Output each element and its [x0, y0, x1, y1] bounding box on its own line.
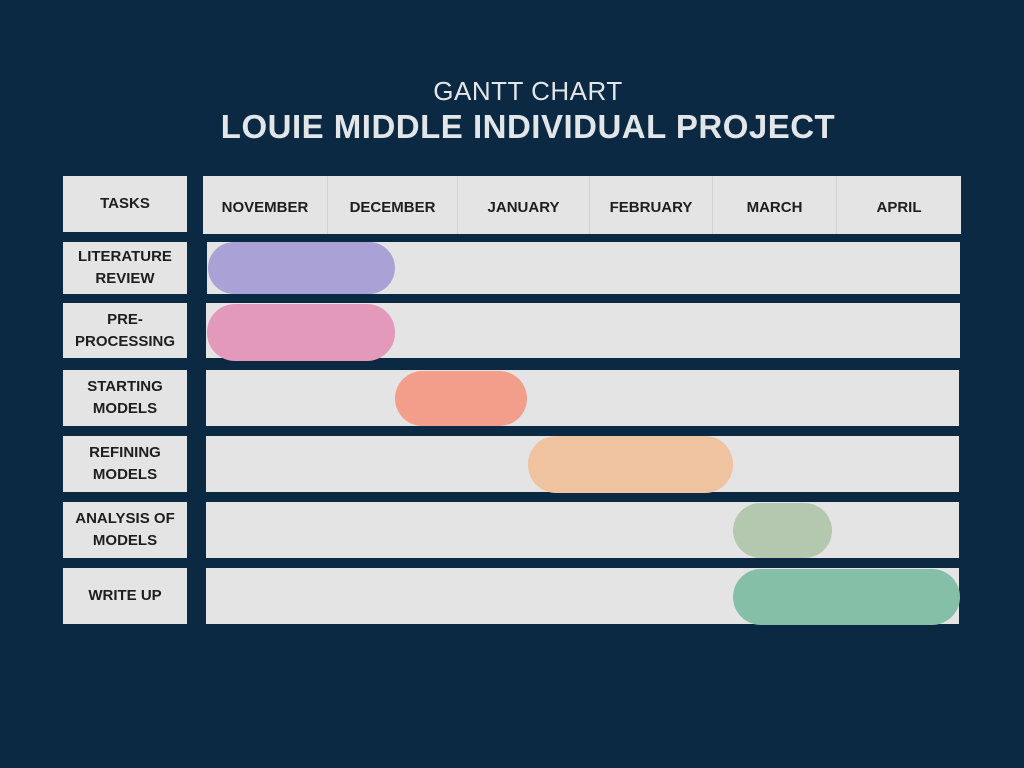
month-header-row: NOVEMBER DECEMBER JANUARY FEBRUARY MARCH…	[203, 176, 961, 234]
task-bar-analysis-of-models	[733, 503, 832, 558]
task-row-track	[206, 568, 960, 625]
task-bar-write-up	[733, 569, 960, 625]
task-label-analysis-of-models: ANALYSIS OF MODELS	[63, 502, 187, 558]
task-bar-refining-models	[528, 436, 733, 493]
chart-supertitle: GANTT CHART	[433, 76, 623, 106]
task-label-pre-processing: PRE- PROCESSING	[63, 303, 187, 358]
month-header-february: FEBRUARY	[590, 176, 713, 234]
task-bar-pre-processing	[207, 304, 395, 361]
tasks-column-header: TASKS	[63, 176, 187, 232]
month-header-january: JANUARY	[458, 176, 590, 234]
task-row-track	[206, 502, 959, 558]
month-header-december: DECEMBER	[328, 176, 458, 234]
task-label-refining-models: REFINING MODELS	[63, 436, 187, 492]
task-row-track	[207, 242, 960, 294]
task-label-literature-review: LITERATURE REVIEW	[63, 242, 187, 294]
task-label-starting-models: STARTING MODELS	[63, 370, 187, 426]
task-bar-literature-review	[208, 242, 395, 294]
task-row-track	[206, 370, 959, 426]
month-header-april: APRIL	[876, 198, 922, 216]
chart-title: LOUIE MIDDLE INDIVIDUAL PROJECT	[220, 108, 836, 145]
task-bar-starting-models	[395, 371, 527, 426]
month-header-march: MARCH	[713, 176, 837, 234]
task-label-write-up: WRITE UP	[63, 568, 187, 624]
month-header-november: NOVEMBER	[203, 176, 328, 234]
task-row-track	[206, 303, 960, 361]
task-row-track	[206, 436, 959, 493]
